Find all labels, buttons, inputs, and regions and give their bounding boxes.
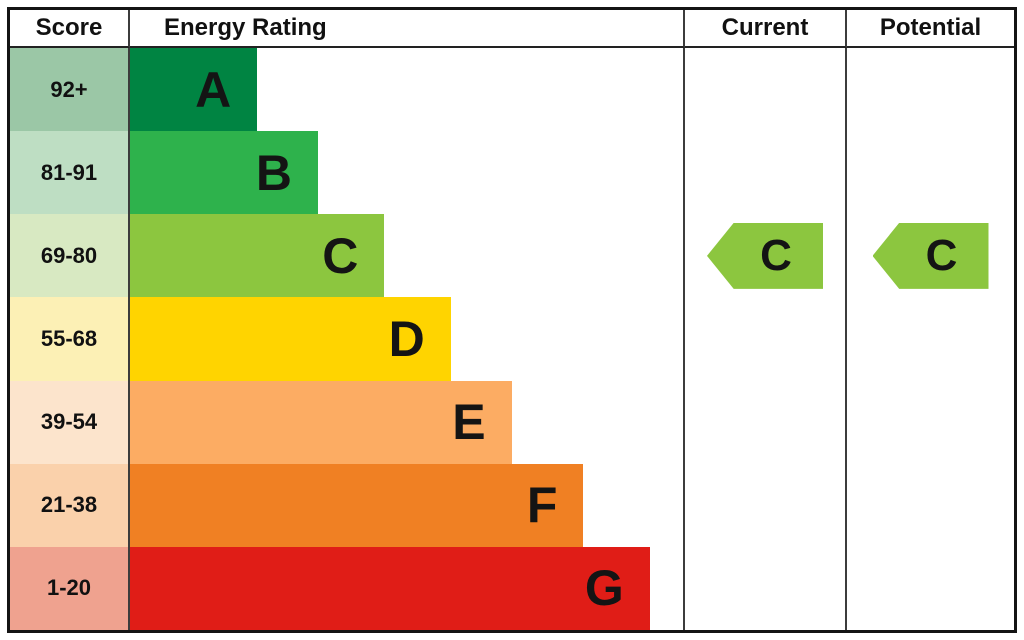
- score-range-c: 69-80: [10, 214, 130, 298]
- header-potential: Potential: [847, 10, 1014, 48]
- rating-bar-g: G: [130, 546, 650, 630]
- potential-cell-b: [847, 131, 1014, 215]
- current-rating-arrow: C: [707, 222, 823, 289]
- rating-cell-c: C: [130, 214, 685, 298]
- rating-cell-g: G: [130, 546, 685, 630]
- epc-rating-chart: Score Energy Rating Current Potential 92…: [7, 7, 1017, 633]
- current-cell-g: [685, 546, 847, 630]
- score-range-e: 39-54: [10, 380, 130, 464]
- potential-rating-letter: C: [925, 230, 958, 280]
- current-cell-b: [685, 131, 847, 215]
- header-energy-rating: Energy Rating: [130, 10, 685, 48]
- potential-cell-f: [847, 463, 1014, 547]
- potential-cell-d: [847, 297, 1014, 381]
- rating-bar-a: A: [130, 48, 258, 132]
- score-range-d: 55-68: [10, 297, 130, 381]
- potential-cell-c: C: [847, 214, 1014, 298]
- score-range-a: 92+: [10, 48, 130, 132]
- rating-cell-d: D: [130, 297, 685, 381]
- current-cell-a: [685, 48, 847, 132]
- score-range-f: 21-38: [10, 463, 130, 547]
- rating-bar-b: B: [130, 131, 319, 215]
- current-cell-c: C: [685, 214, 847, 298]
- current-cell-d: [685, 297, 847, 381]
- potential-cell-g: [847, 546, 1014, 630]
- rating-letter-c: C: [322, 227, 359, 284]
- rating-letter-g: G: [584, 560, 624, 617]
- score-range-g: 1-20: [10, 546, 130, 630]
- rating-bar-f: F: [130, 463, 584, 547]
- rating-letter-e: E: [452, 394, 486, 451]
- current-rating-letter: C: [760, 230, 792, 280]
- rating-cell-b: B: [130, 131, 685, 215]
- rating-letter-f: F: [526, 477, 558, 534]
- current-cell-e: [685, 380, 847, 464]
- potential-rating-arrow: C: [872, 222, 989, 289]
- score-range-b: 81-91: [10, 131, 130, 215]
- rating-cell-f: F: [130, 463, 685, 547]
- potential-cell-e: [847, 380, 1014, 464]
- rating-cell-a: A: [130, 48, 685, 132]
- header-current: Current: [685, 10, 847, 48]
- rating-bar-e: E: [130, 380, 512, 464]
- rating-bar-d: D: [130, 297, 451, 381]
- rating-letter-b: B: [255, 144, 293, 201]
- current-cell-f: [685, 463, 847, 547]
- rating-bar-c: C: [130, 214, 385, 298]
- rating-cell-e: E: [130, 380, 685, 464]
- header-score: Score: [10, 10, 130, 48]
- rating-letter-d: D: [388, 310, 425, 367]
- potential-cell-a: [847, 48, 1014, 132]
- rating-letter-a: A: [195, 61, 232, 118]
